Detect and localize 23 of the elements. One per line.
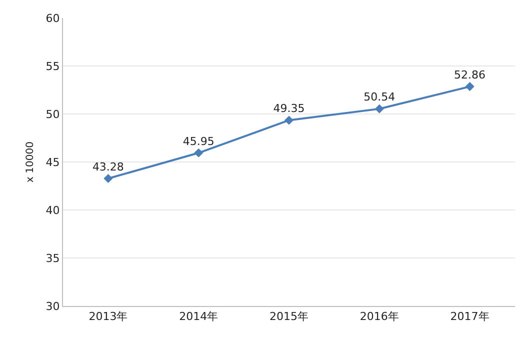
x-tick-label: 2015年 (270, 310, 308, 324)
y-tick-label: 30 (46, 300, 60, 313)
point (284, 116, 294, 125)
data-label: 45.95 (182, 134, 214, 148)
y-tick-label: 35 (46, 252, 60, 265)
y-tick-label: 55 (46, 60, 60, 73)
point (374, 104, 384, 114)
x-tick-label: 2014年 (179, 310, 218, 324)
data-label: 50.54 (364, 90, 396, 104)
y-tick-label: 45 (46, 156, 60, 169)
y-tick-label: 40 (46, 204, 60, 217)
data-label: 49.35 (273, 102, 305, 116)
x-tick-label: 2016年 (360, 310, 399, 324)
point (465, 82, 474, 92)
y-axis-title: x 10000 (24, 142, 36, 182)
y-tick-label: 60 (46, 12, 60, 25)
data-label: 52.86 (454, 68, 486, 82)
y-tick-label: 50 (46, 108, 60, 121)
x-tick-label: 2013年 (88, 310, 128, 324)
point (194, 148, 204, 158)
data-label: 43.28 (92, 160, 124, 174)
x-tick-label: 2017年 (450, 310, 490, 324)
point (104, 174, 113, 184)
